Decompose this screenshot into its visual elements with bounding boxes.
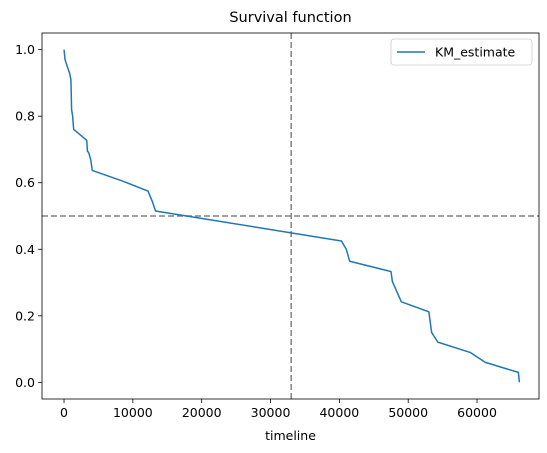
legend-box <box>390 38 533 66</box>
series-layer <box>63 49 521 383</box>
chart-title: Survival function <box>229 10 351 26</box>
plot-frame <box>41 32 540 400</box>
axes: 0 10000 20000 30000 40000 50000 60000 0.0 0.2 0.4… <box>15 32 540 420</box>
x-axis-label: timeline <box>265 428 316 443</box>
x-tick-label: 10000 <box>113 405 153 420</box>
y-tick-label: 0.4 <box>15 242 35 257</box>
y-tick-label: 0.2 <box>15 308 35 323</box>
x-tick-label: 50000 <box>388 405 428 420</box>
y-tick-label: 0.6 <box>15 175 35 190</box>
y-tick-label: 1.0 <box>15 42 35 57</box>
y-tick-label: 0.0 <box>15 375 35 390</box>
legend-label: KM_estimate <box>435 45 516 60</box>
x-tick-label: 30000 <box>251 405 291 420</box>
x-tick-label: 60000 <box>457 405 497 420</box>
x-tick-label: 40000 <box>319 405 359 420</box>
x-tick-label: 0 <box>60 405 68 420</box>
x-tick-label: 20000 <box>182 405 222 420</box>
reference-lines <box>42 33 539 399</box>
series-line-0 <box>63 49 521 383</box>
legend: KM_estimate <box>390 38 533 66</box>
y-tick-label: 0.8 <box>15 109 35 124</box>
